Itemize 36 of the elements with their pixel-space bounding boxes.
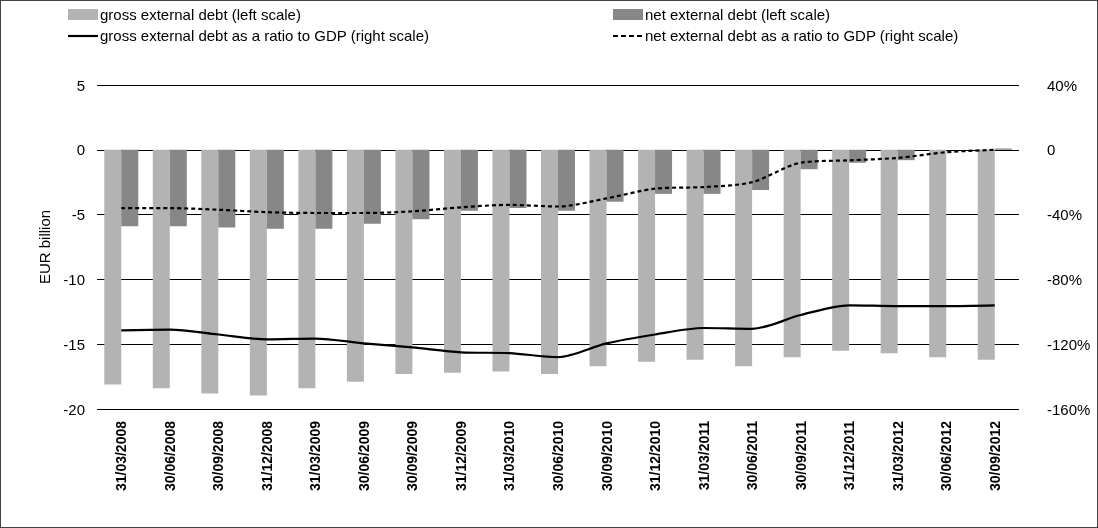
y-tick-label: -15 xyxy=(63,335,85,353)
x-tick-label: 30/09/2010 xyxy=(598,420,615,492)
x-tick-label: 30/06/2008 xyxy=(161,420,178,492)
x-tick-label: 31/12/2008 xyxy=(258,420,275,492)
y-tick-label: -20 xyxy=(63,400,85,418)
x-tick-label: 31/12/2009 xyxy=(452,420,469,492)
y2-tick-label: -160% xyxy=(1047,400,1091,418)
y2-tick-label: 0 xyxy=(1047,141,1056,159)
y-tick-label: 0 xyxy=(76,141,85,159)
y-tick-label: 5 xyxy=(76,76,85,94)
y-tick-label: -5 xyxy=(71,206,85,224)
x-tick-label: 31/03/2009 xyxy=(307,420,324,492)
x-tick-label: 30/09/2012 xyxy=(986,420,1003,492)
legend-label: net external debt (left scale) xyxy=(645,6,831,23)
x-tick-label: 30/09/2011 xyxy=(792,420,809,491)
y2-tick-label: 40% xyxy=(1047,76,1078,94)
y-tick-label: -10 xyxy=(63,270,85,288)
legend-label: gross external debt (left scale) xyxy=(100,6,301,23)
x-tick-label: 31/12/2011 xyxy=(841,420,858,491)
x-tick-label: 30/06/2010 xyxy=(550,420,566,492)
y-axis-title: EUR billion xyxy=(36,209,54,285)
y2-tick-label: -80% xyxy=(1047,270,1083,288)
legend-label: gross external debt as a ratio to GDP (right scale) xyxy=(100,27,430,44)
x-tick-label: 31/03/2011 xyxy=(695,420,712,491)
x-tick-label: 30/09/2009 xyxy=(404,420,421,492)
legend-label: net external debt as a ratio to GDP (right scale) xyxy=(645,27,959,44)
x-tick-label: 31/03/2012 xyxy=(889,420,906,492)
x-tick-label: 30/06/2009 xyxy=(355,420,372,492)
y2-tick-label: -120% xyxy=(1047,335,1091,353)
x-tick-label: 31/12/2010 xyxy=(647,420,664,492)
x-tick-label: 30/09/2008 xyxy=(210,420,227,492)
x-tick-label: 30/06/2012 xyxy=(938,420,955,492)
y2-tick-label: -40% xyxy=(1047,206,1083,224)
x-tick-label: 31/03/2008 xyxy=(113,420,130,492)
x-tick-label: 31/03/2010 xyxy=(501,420,518,492)
x-tick-label: 30/06/2011 xyxy=(744,420,761,491)
